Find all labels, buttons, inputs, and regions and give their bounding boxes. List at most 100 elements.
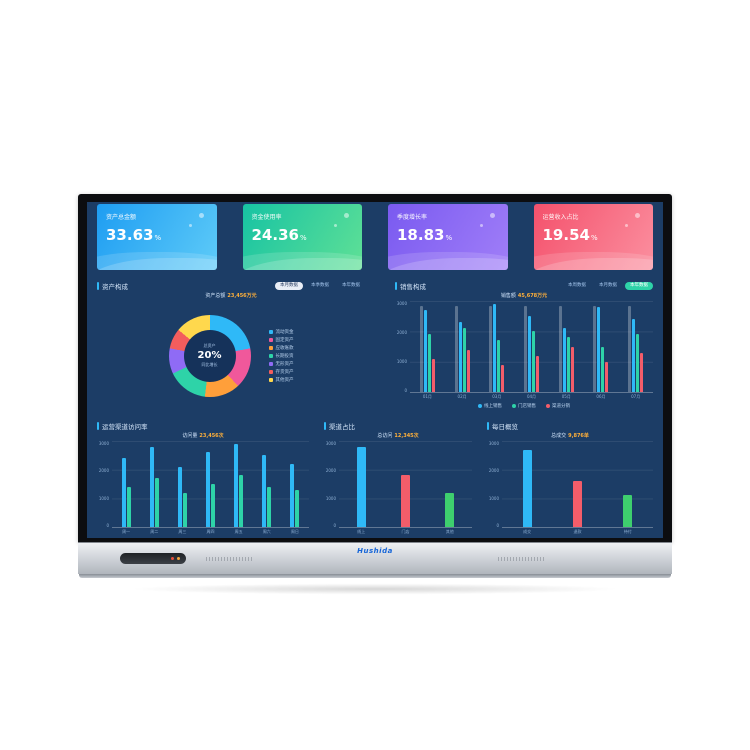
tab-pill[interactable]: 本季数据	[311, 282, 329, 288]
y-tick: 0	[496, 522, 499, 528]
tab-pill[interactable]: 本月数据	[275, 281, 303, 291]
legend-item: 门店销售	[512, 403, 536, 409]
y-tick: 3000	[98, 441, 109, 446]
bubble-decoration	[344, 213, 349, 218]
tab-pill[interactable]: 本年数据	[342, 282, 360, 288]
x-tick: 其他	[445, 529, 454, 534]
x-tick: 周四	[206, 529, 215, 534]
kpi-value: 18.83%	[397, 226, 453, 244]
tab-group: 本周数据 本月数据 本年数据	[563, 281, 653, 291]
bar	[462, 328, 466, 392]
x-tick: 周三	[178, 529, 187, 534]
bar	[239, 475, 244, 527]
visits-bar-chart: 3000 2000 1000 0 周一 周二 周三 周四 周五 周六 周日	[97, 441, 309, 536]
kpi-row: 资产总金额 33.63% 资金使用率 24.36% 季度增长率	[97, 204, 653, 270]
y-axis: 3000 2000 1000 0	[97, 441, 109, 536]
bar	[636, 334, 640, 392]
bar	[295, 489, 300, 527]
bar	[623, 495, 633, 527]
plot	[339, 441, 472, 528]
bar-group	[253, 441, 281, 527]
bubble-decoration	[188, 224, 192, 227]
panel-title: 渠道占比	[324, 421, 355, 431]
donut-center-sublabel: 同比增长	[201, 362, 218, 367]
legend-swatch	[478, 403, 482, 408]
legend-item: 长期投资	[268, 353, 294, 359]
plot	[112, 441, 309, 528]
channel-share-panel: 渠道占比 总访问 12,345次 3000 2000 1000 0 线上 门店 其他	[324, 420, 472, 536]
interactive-flat-panel: 资产总金额 33.63% 资金使用率 24.36% 季度增长率	[78, 194, 672, 578]
legend-label: 流动资金	[275, 329, 294, 335]
brand-logo: Hushida	[357, 547, 393, 555]
chart-legend: 线上销售 门店销售 渠道分销	[395, 401, 653, 410]
y-tick: 2000	[325, 468, 336, 474]
bar-group	[140, 441, 168, 527]
donut-area: 总资产 20% 同比增长 流动资金 固定资产 应收账款 长期投资 无形资产 存货资产 其他资…	[97, 301, 365, 410]
bar	[605, 361, 609, 392]
bar	[601, 346, 605, 392]
y-tick: 0	[333, 522, 336, 528]
tab-pill[interactable]: 本月数据	[599, 282, 617, 288]
bar	[149, 446, 154, 527]
x-tick: 成交	[523, 529, 532, 534]
bar	[501, 364, 505, 392]
bar-group	[428, 441, 472, 527]
bar-chart: 3000 2000 1000 0 01月 02月 03月 04月 05月 06月 07月	[395, 301, 653, 401]
bar	[562, 328, 566, 392]
legend-label: 其他资产	[275, 377, 294, 383]
x-tick: 06月	[596, 394, 606, 399]
ir-sensor-bar[interactable]	[120, 553, 186, 564]
y-axis: 3000 2000 1000 0	[395, 301, 407, 401]
bar-group	[479, 301, 514, 392]
bar-group	[225, 441, 253, 527]
tab-pill[interactable]: 本年数据	[625, 281, 653, 291]
x-tick: 周日	[290, 529, 299, 534]
bar-group	[502, 441, 552, 527]
y-tick: 3000	[325, 441, 336, 446]
bar-group	[549, 301, 584, 392]
bar	[532, 331, 536, 392]
bar-group	[383, 441, 427, 527]
x-tick: 周一	[122, 529, 131, 534]
x-axis: 线上 门店 其他	[339, 528, 472, 536]
bar-group	[618, 301, 653, 392]
bar	[400, 475, 410, 527]
x-tick: 04月	[526, 394, 537, 399]
bar	[205, 452, 210, 527]
bar	[267, 486, 272, 527]
legend-swatch	[268, 369, 273, 374]
panel-subtitle: 销售额 45,678万元	[500, 293, 548, 299]
kpi-card-income: 运营收入占比 19.54%	[533, 204, 653, 270]
shadow-bar	[524, 306, 528, 392]
bar-group	[281, 441, 309, 527]
donut-center: 总资产 20% 同比增长	[183, 329, 236, 382]
plot-area: 成交 退款 待付	[502, 441, 653, 536]
legend-label: 长期投资	[275, 353, 294, 359]
legend-swatch	[268, 329, 273, 334]
bar	[632, 319, 636, 392]
x-axis: 周一 周二 周三 周四 周五 周六 周日	[112, 528, 309, 536]
legend-label: 无形资产	[275, 361, 294, 367]
bar	[570, 346, 574, 392]
donut-center-value: 20%	[197, 350, 222, 361]
panel-header: 销售构成 本周数据 本月数据 本年数据	[395, 280, 653, 292]
bar	[177, 466, 182, 527]
speaker-bar: Hushida	[78, 542, 672, 574]
bar	[493, 304, 497, 392]
plot-area: 线上 门店 其他	[339, 441, 472, 536]
legend-label: 固定资产	[275, 337, 294, 343]
bar-group	[168, 441, 196, 527]
bubble-decoration	[334, 224, 337, 227]
bar-group	[514, 301, 549, 392]
tab-group: 本月数据 本季数据 本年数据	[275, 281, 365, 291]
shadow-bar	[454, 306, 458, 392]
sales-bar-chart: 3000 2000 1000 0 01月 02月 03月 04月 05月 06月 07月 线上销售 门店…	[395, 301, 653, 410]
y-tick: 1000	[488, 495, 499, 501]
bar	[234, 443, 239, 527]
y-tick: 3000	[396, 301, 407, 306]
tab-pill[interactable]: 本周数据	[568, 282, 586, 288]
panel-title: 运营渠道访问率	[97, 421, 148, 431]
dashboard: 资产总金额 33.63% 资金使用率 24.36% 季度增长率	[87, 202, 663, 538]
bar	[262, 455, 267, 527]
